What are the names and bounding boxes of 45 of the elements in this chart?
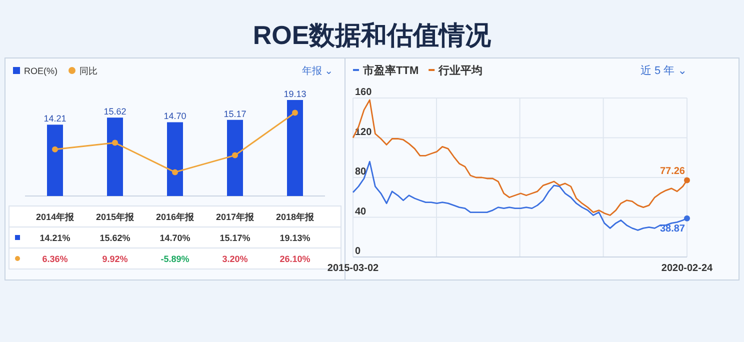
x-tick-label: 2020-02-24 [661, 263, 714, 274]
data-label: 14.21% [40, 233, 70, 243]
x-tick-label: 2014年报 [36, 212, 76, 222]
x-tick-label: 2015-03-02 [327, 263, 380, 274]
y-tick-label: 0 [355, 246, 361, 257]
legend-label: 同比 [80, 66, 98, 76]
annotation: 14.70 [164, 111, 186, 122]
bar [227, 120, 243, 196]
y-tick-label: 80 [355, 166, 367, 178]
x-tick-label: 2017年报 [216, 212, 256, 222]
data-label: 14.70% [160, 233, 190, 243]
chart-title: ROE数据和估值情况 [252, 20, 492, 50]
legend-label: 市盈率TTM [362, 64, 419, 77]
annotation: 19.13 [284, 89, 306, 99]
data-label: 9.92% [102, 254, 128, 264]
data-label: 19.13% [280, 233, 310, 243]
annotation: 15.17 [224, 108, 246, 119]
annotation: 14.21 [44, 114, 66, 124]
bar [167, 122, 183, 196]
point [112, 140, 118, 146]
annotation: 77.26 [660, 166, 686, 178]
y-tick-label: 120 [355, 126, 372, 138]
annotation: 15.62 [104, 106, 126, 117]
data-label: 26.10% [280, 254, 310, 264]
point [292, 110, 298, 116]
data-label: 6.36% [42, 254, 68, 264]
bar [287, 100, 303, 196]
data-label: 3.20% [222, 254, 248, 264]
point [232, 152, 238, 158]
text: 年报 ⌄ [302, 65, 333, 77]
data-label: 15.17% [220, 233, 250, 243]
y-tick-label: 40 [355, 206, 367, 218]
x-tick-label: 2018年报 [276, 212, 316, 222]
legend-label: ROE(%) [24, 66, 58, 76]
x-tick-label: 2016年报 [156, 212, 196, 222]
text: 近 5 年 ⌄ [640, 64, 687, 77]
y-tick-label: 160 [355, 87, 372, 98]
bar [107, 118, 123, 196]
point [172, 169, 178, 176]
x-tick-label: 2015年报 [96, 212, 136, 222]
legend-label: 行业平均 [438, 64, 483, 77]
bar [47, 124, 63, 196]
data-label: 15.62% [100, 233, 130, 243]
point [52, 146, 58, 152]
data-label: -5.89% [160, 254, 190, 264]
